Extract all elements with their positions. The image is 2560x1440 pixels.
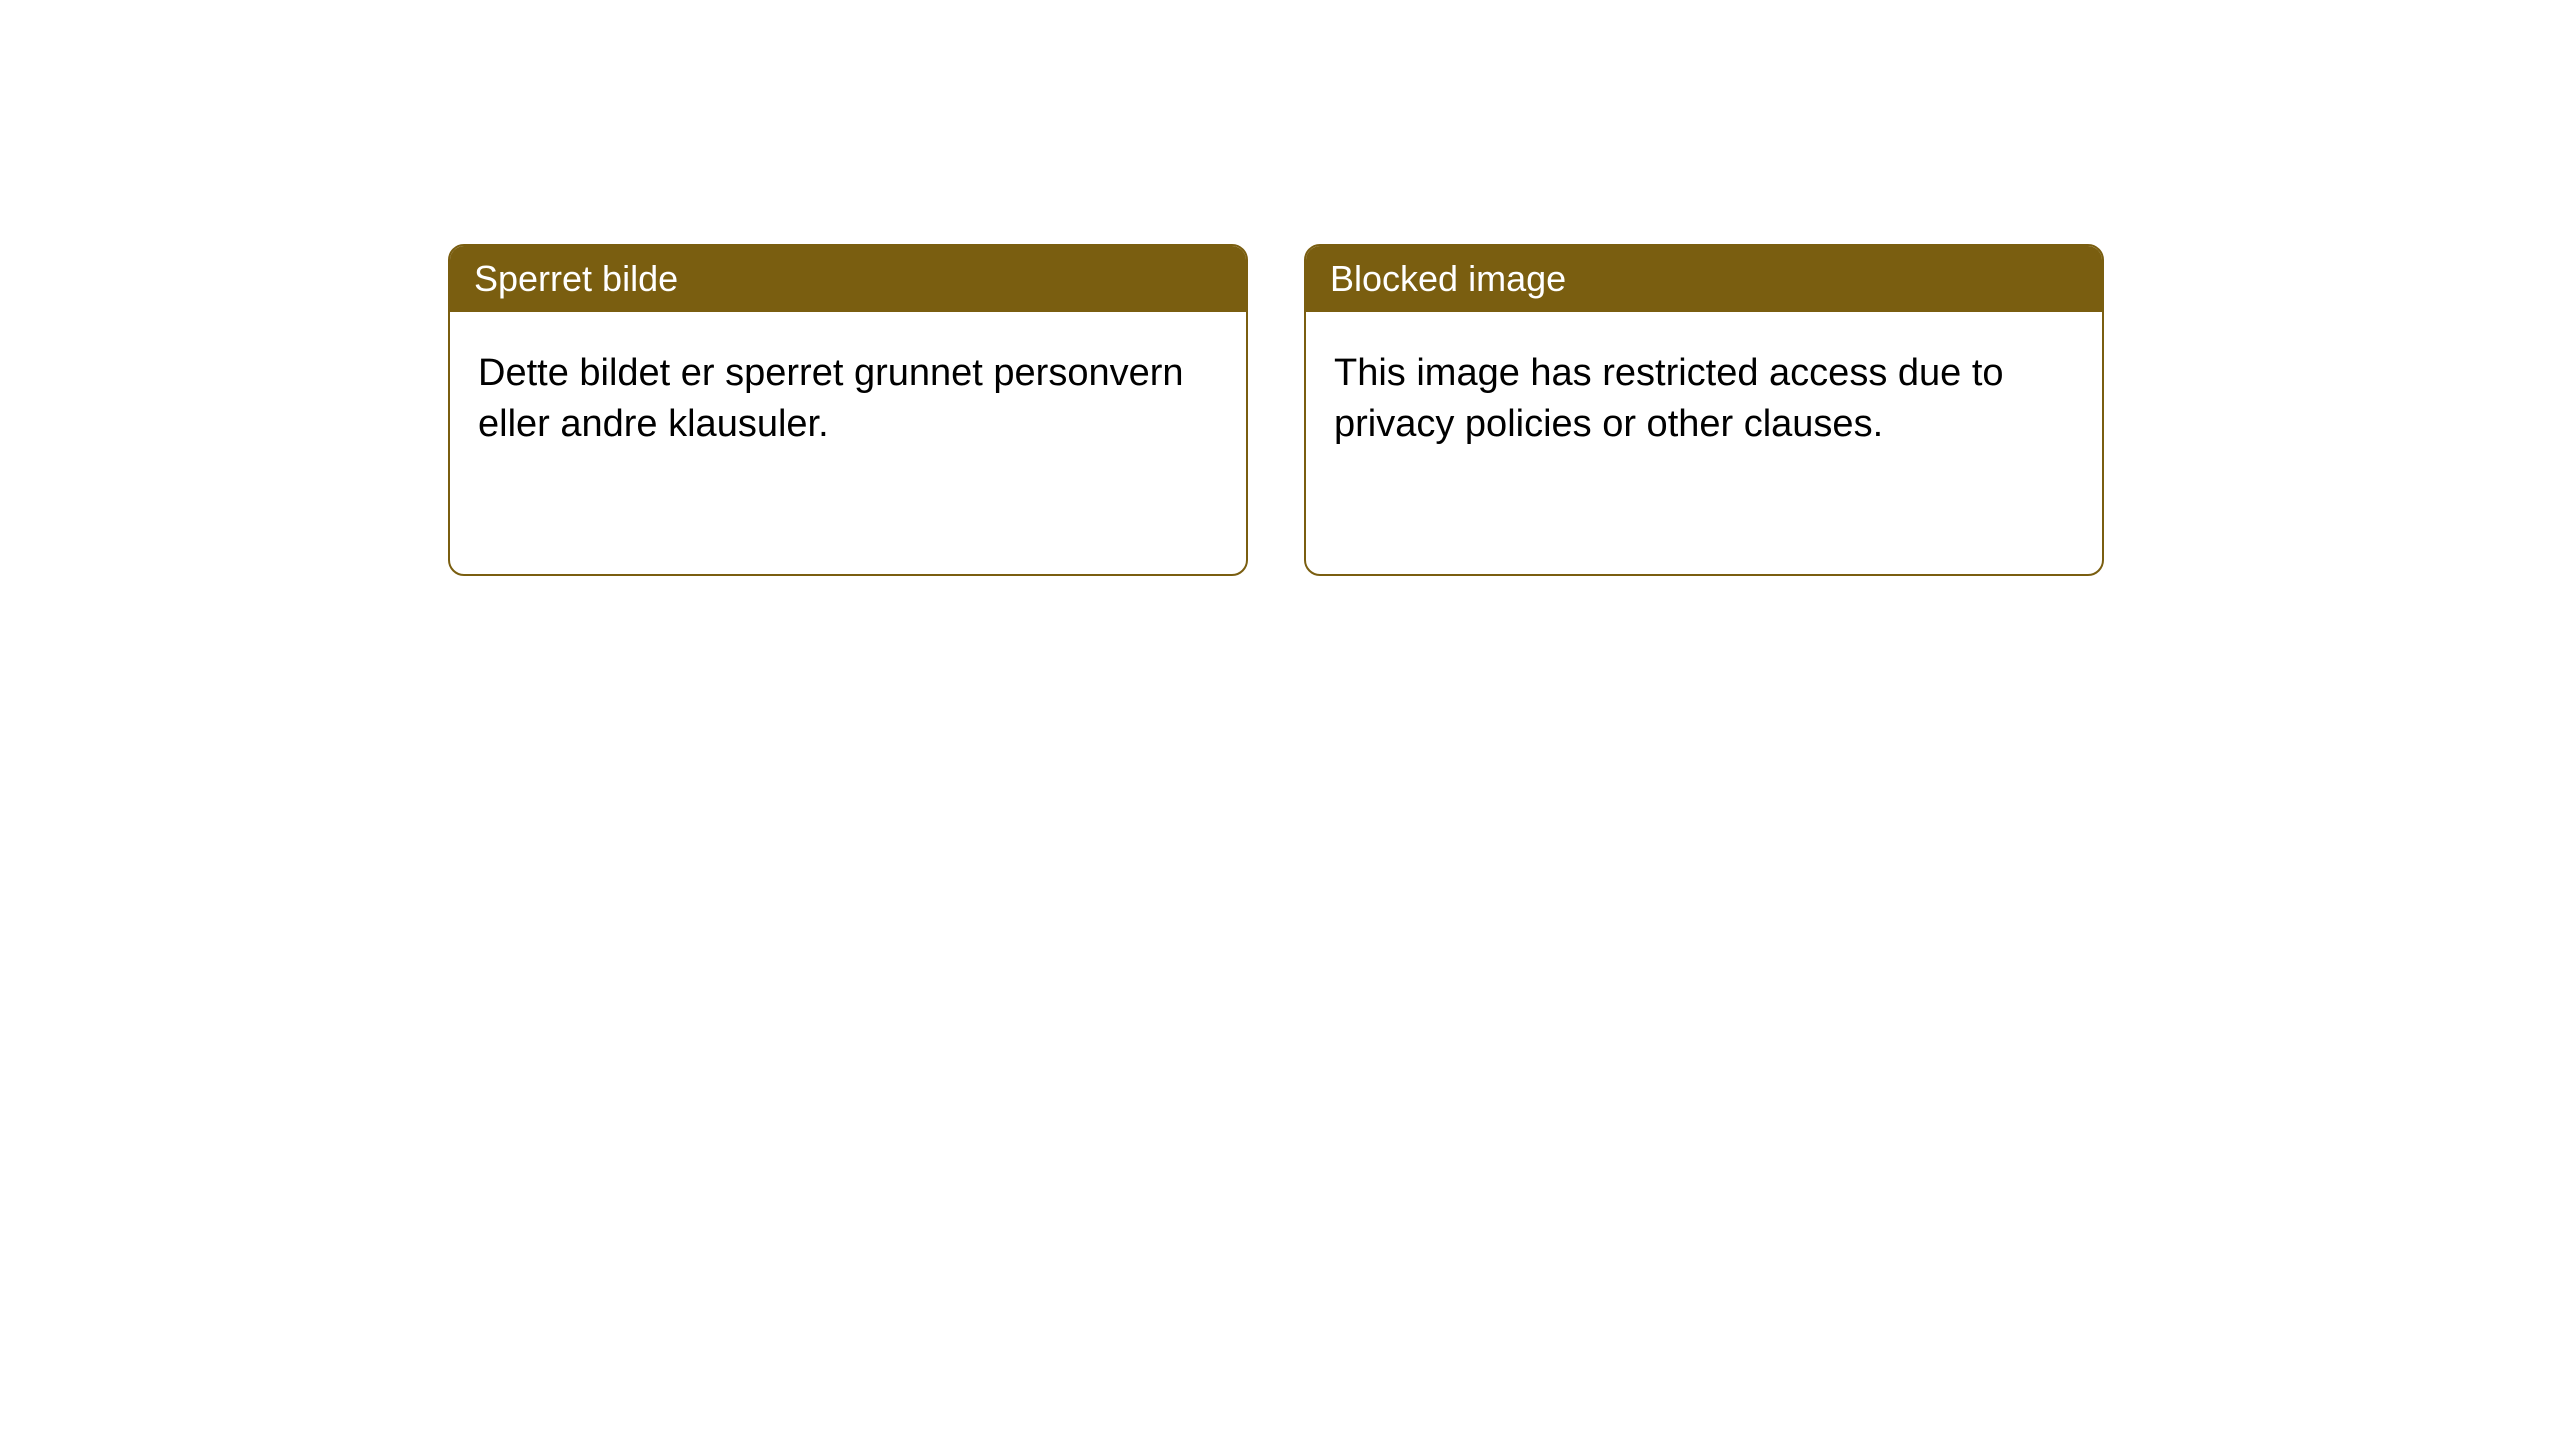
notice-container: Sperret bilde Dette bildet er sperret gr… xyxy=(0,0,2560,576)
notice-norwegian-body: Dette bildet er sperret grunnet personve… xyxy=(450,312,1246,487)
notice-norwegian: Sperret bilde Dette bildet er sperret gr… xyxy=(448,244,1248,576)
notice-english: Blocked image This image has restricted … xyxy=(1304,244,2104,576)
notice-english-body: This image has restricted access due to … xyxy=(1306,312,2102,487)
notice-english-title: Blocked image xyxy=(1306,246,2102,312)
notice-norwegian-title: Sperret bilde xyxy=(450,246,1246,312)
